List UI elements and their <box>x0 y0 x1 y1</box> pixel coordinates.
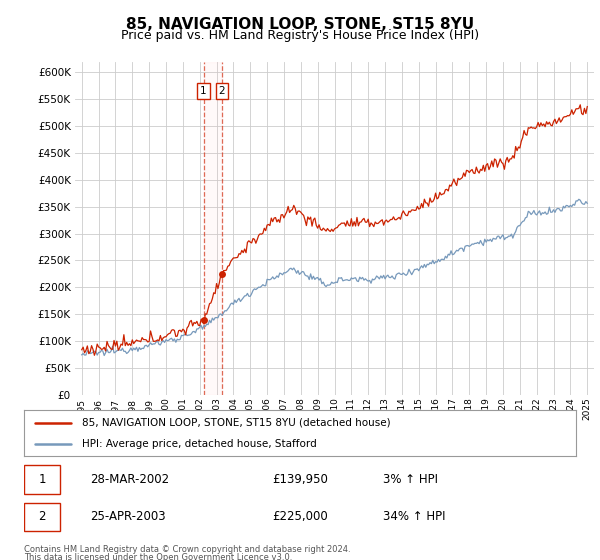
FancyBboxPatch shape <box>24 503 60 531</box>
Text: HPI: Average price, detached house, Stafford: HPI: Average price, detached house, Staf… <box>82 439 317 449</box>
Text: Price paid vs. HM Land Registry's House Price Index (HPI): Price paid vs. HM Land Registry's House … <box>121 29 479 42</box>
Text: Contains HM Land Registry data © Crown copyright and database right 2024.: Contains HM Land Registry data © Crown c… <box>24 545 350 554</box>
Text: This data is licensed under the Open Government Licence v3.0.: This data is licensed under the Open Gov… <box>24 553 292 560</box>
Text: 2: 2 <box>38 510 46 524</box>
Text: 85, NAVIGATION LOOP, STONE, ST15 8YU (detached house): 85, NAVIGATION LOOP, STONE, ST15 8YU (de… <box>82 418 391 428</box>
Text: 3% ↑ HPI: 3% ↑ HPI <box>383 473 438 486</box>
Bar <box>203 62 222 395</box>
Text: 25-APR-2003: 25-APR-2003 <box>90 510 166 524</box>
FancyBboxPatch shape <box>24 465 60 494</box>
Text: £139,950: £139,950 <box>272 473 328 486</box>
Text: £225,000: £225,000 <box>272 510 328 524</box>
Text: 1: 1 <box>38 473 46 486</box>
Text: 1: 1 <box>200 86 207 96</box>
Text: 28-MAR-2002: 28-MAR-2002 <box>90 473 169 486</box>
Text: 34% ↑ HPI: 34% ↑ HPI <box>383 510 445 524</box>
Text: 85, NAVIGATION LOOP, STONE, ST15 8YU: 85, NAVIGATION LOOP, STONE, ST15 8YU <box>126 17 474 32</box>
Text: 2: 2 <box>218 86 225 96</box>
